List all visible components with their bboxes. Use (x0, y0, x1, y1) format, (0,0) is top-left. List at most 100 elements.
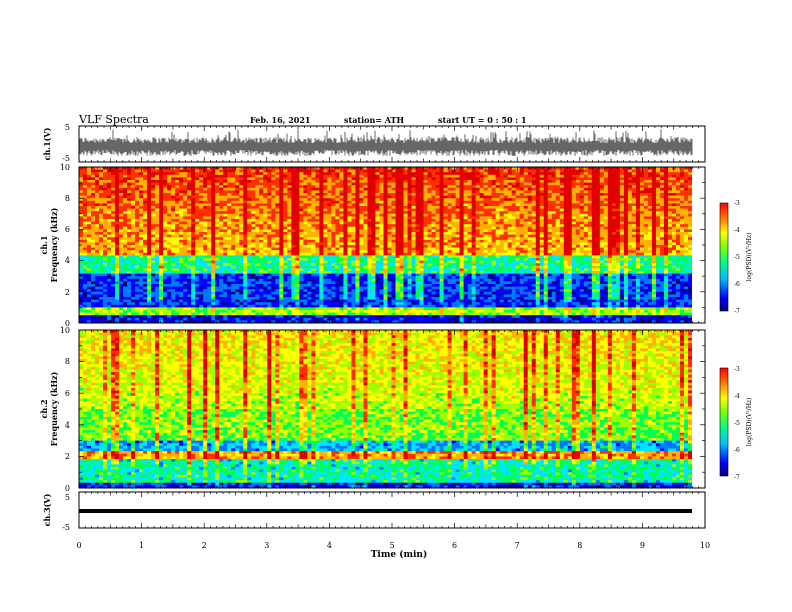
spectrogram-cell (163, 175, 167, 178)
spectrogram-cell (243, 201, 247, 204)
spectrogram-cell (363, 206, 367, 209)
spectrogram-cell (267, 294, 271, 297)
spectrogram-cell (351, 198, 355, 201)
spectrogram-cell (95, 294, 99, 297)
spectrogram-cell (247, 287, 251, 290)
spectrogram-cell (163, 318, 167, 321)
spectrogram-cell (107, 297, 111, 300)
spectrogram-cell (151, 253, 155, 256)
spectrogram-cell (239, 318, 243, 321)
spectrogram-cell (271, 170, 275, 173)
spectrogram-cell (115, 190, 119, 193)
spectrogram-cell (323, 206, 327, 209)
spectrogram-cell (363, 180, 367, 183)
spectrogram-cell (131, 284, 135, 287)
spectrogram-cell (95, 261, 99, 264)
spectrogram-cell (295, 253, 299, 256)
spectrogram-cell (384, 214, 388, 217)
spectrogram-cell (79, 300, 83, 303)
spectrogram-cell (159, 305, 163, 308)
spectrogram-cell (91, 284, 95, 287)
spectrogram-cell (155, 279, 159, 282)
spectrogram-cell (251, 253, 255, 256)
spectrogram-cell (191, 175, 195, 178)
spectrogram-cell (167, 302, 171, 305)
spectrogram-cell (291, 242, 295, 245)
spectrogram-cell (335, 237, 339, 240)
spectrogram-cell (103, 250, 107, 253)
spectrogram-cell (331, 203, 335, 206)
spectrogram-cell (339, 193, 343, 196)
spectrogram-cell (339, 250, 343, 253)
spectrogram-cell (95, 172, 99, 175)
spectrogram-cell (255, 227, 259, 230)
spectrogram-cell (283, 289, 287, 292)
spectrogram-cell (203, 294, 207, 297)
spectrogram-cell (211, 245, 215, 248)
spectrogram-cell (195, 284, 199, 287)
spectrogram-cell (299, 237, 303, 240)
spectrogram-cell (303, 209, 307, 212)
spectrogram-cell (371, 201, 375, 204)
spectrogram-cell (315, 172, 319, 175)
spectrogram-cell (311, 229, 315, 232)
spectrogram-cell (355, 292, 359, 295)
spectrogram-cell (135, 198, 139, 201)
spectrogram-cell (371, 172, 375, 175)
spectrogram-cell (195, 250, 199, 253)
spectrogram-cell (287, 185, 291, 188)
spectrogram-cell (259, 237, 263, 240)
spectrogram-cell (155, 229, 159, 232)
spectrogram-cell (83, 268, 87, 271)
spectrogram-cell (243, 185, 247, 188)
spectrogram-cell (227, 242, 231, 245)
spectrogram-cell (95, 302, 99, 305)
spectrogram-cell (315, 211, 319, 214)
spectrogram-cell (227, 289, 231, 292)
spectrogram-cell (375, 279, 379, 282)
spectrogram-cell (167, 198, 171, 201)
spectrogram-cell (255, 313, 259, 316)
spectrogram-cell (263, 302, 267, 305)
spectrogram-cell (363, 175, 367, 178)
spectrogram-cell (199, 258, 203, 261)
spectrogram-cell (79, 206, 83, 209)
spectrogram-cell (219, 196, 223, 199)
spectrogram-cell (291, 300, 295, 303)
spectrogram-cell (267, 242, 271, 245)
spectrogram-cell (339, 263, 343, 266)
spectrogram-cell (219, 302, 223, 305)
spectrogram-cell (83, 279, 87, 282)
spectrogram-cell (103, 268, 107, 271)
spectrogram-cell (351, 258, 355, 261)
spectrogram-cell (219, 185, 223, 188)
spectrogram-cell (384, 284, 388, 287)
spectrogram-cell (311, 193, 315, 196)
spectrogram-cell (359, 183, 363, 186)
spectrogram-cell (327, 250, 331, 253)
spectrogram-cell (215, 180, 219, 183)
spectrogram-cell (103, 222, 107, 225)
spectrogram-cell (163, 276, 167, 279)
spectrogram-cell (203, 258, 207, 261)
spectrogram-cell (311, 227, 315, 230)
spectrogram-cell (239, 232, 243, 235)
spectrogram-cell (147, 261, 151, 264)
spectrogram-cell (243, 268, 247, 271)
spectrogram-cell (359, 222, 363, 225)
spectrogram-cell (179, 242, 183, 245)
spectrogram-cell (79, 237, 83, 240)
spectrogram-cell (307, 292, 311, 295)
spectrogram-cell (287, 177, 291, 180)
spectrogram-cell (287, 193, 291, 196)
spectrogram-cell (388, 172, 392, 175)
spectrogram-cell (271, 279, 275, 282)
spectrogram-cell (123, 227, 127, 230)
spectrogram-cell (115, 300, 119, 303)
spectrogram-cell (331, 201, 335, 204)
spectrogram-cell (111, 307, 115, 310)
spectrogram-cell (291, 175, 295, 178)
spectrogram-cell (143, 281, 147, 284)
spectrogram-cell (379, 175, 383, 178)
spectrogram-cell (111, 292, 115, 295)
